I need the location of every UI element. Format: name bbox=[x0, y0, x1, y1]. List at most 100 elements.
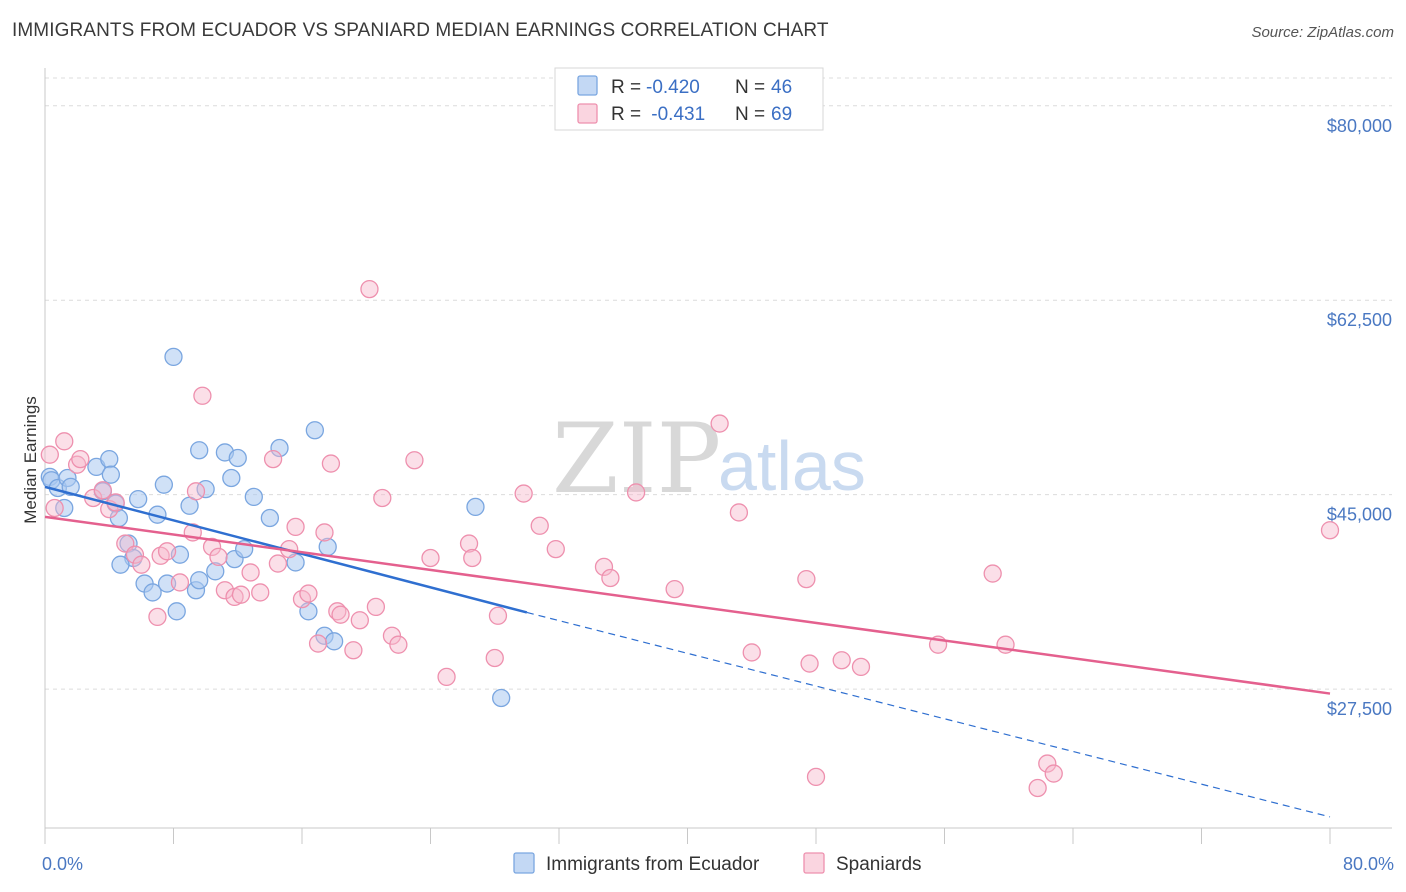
ecuador-point bbox=[466, 497, 485, 517]
spaniard-point bbox=[665, 579, 684, 599]
spaniard-point bbox=[125, 545, 145, 564]
spaniard-point bbox=[241, 563, 260, 582]
ecuador-point bbox=[61, 477, 80, 497]
ecuador-trend-extension bbox=[526, 611, 1331, 818]
legend-r-label-spaniard: R = bbox=[611, 104, 641, 125]
bottom-legend-label-ecuador: Immigrants from Ecuador bbox=[546, 854, 760, 875]
spaniard-point bbox=[344, 641, 363, 660]
spaniard-point bbox=[268, 554, 288, 573]
spaniard-point bbox=[251, 583, 270, 602]
spaniard-point bbox=[463, 548, 482, 568]
ecuador-point bbox=[492, 688, 511, 708]
legend-r-value-ecuador: -0.420 bbox=[646, 77, 700, 98]
spaniard-point bbox=[373, 488, 392, 508]
legend-swatch-spaniard bbox=[577, 103, 598, 124]
spaniard-point bbox=[45, 498, 64, 518]
watermark-atlas: atlas bbox=[718, 427, 866, 505]
ecuador-point bbox=[143, 583, 162, 602]
spaniard-point bbox=[40, 445, 59, 464]
spaniard-point bbox=[321, 454, 341, 473]
spaniard-point bbox=[797, 569, 816, 589]
spaniard-point bbox=[485, 648, 504, 668]
ecuador-point bbox=[100, 449, 119, 469]
spaniard-point bbox=[514, 484, 533, 503]
x-tick-label-min: 0.0% bbox=[42, 854, 83, 874]
series-ecuador-points bbox=[40, 347, 511, 708]
spaniard-point bbox=[1320, 521, 1340, 540]
spaniard-point bbox=[93, 481, 112, 500]
ecuador-point bbox=[190, 571, 209, 590]
spaniard-point bbox=[193, 386, 212, 405]
spaniard-point bbox=[148, 607, 167, 627]
ecuador-point bbox=[270, 438, 289, 458]
legend-n-label-ecuador: N = bbox=[735, 77, 765, 98]
spaniard-point bbox=[71, 449, 90, 469]
ecuador-point bbox=[228, 448, 247, 468]
y-tick-label: $80,000 bbox=[1327, 116, 1392, 136]
ecuador-point bbox=[260, 508, 280, 528]
spaniard-point bbox=[360, 279, 379, 299]
spaniard-point bbox=[1028, 778, 1047, 798]
series-spaniard-points bbox=[40, 279, 1340, 798]
watermark-zip: ZIP bbox=[552, 403, 721, 515]
spaniard-point bbox=[350, 611, 369, 630]
spaniard-trend-line bbox=[44, 515, 1331, 695]
ecuador-point bbox=[111, 555, 130, 574]
legend-n-label-spaniard: N = bbox=[735, 104, 765, 125]
spaniard-point bbox=[55, 432, 74, 451]
bottom-legend: Immigrants from Ecuador Spaniards bbox=[513, 852, 922, 875]
x-tick-labels: 0.0% 80.0% bbox=[42, 854, 1394, 874]
ecuador-point bbox=[244, 487, 263, 507]
legend-box: R = -0.420 N = 46 R = -0.431 N = 69 bbox=[554, 67, 824, 131]
spaniard-point bbox=[366, 597, 386, 617]
source-label: Source: ZipAtlas.com bbox=[1251, 24, 1394, 41]
spaniard-point bbox=[421, 548, 440, 568]
legend-r-value-spaniard: -0.431 bbox=[646, 104, 705, 125]
legend-r-label-ecuador: R = bbox=[611, 77, 641, 98]
spaniard-point bbox=[626, 483, 646, 502]
spaniard-point bbox=[157, 542, 177, 561]
spaniard-point bbox=[546, 539, 565, 559]
ecuador-point bbox=[222, 468, 241, 488]
ecuador-point bbox=[55, 498, 74, 518]
ecuador-point bbox=[154, 475, 174, 494]
ecuador-point bbox=[305, 421, 325, 440]
ecuador-point bbox=[167, 602, 186, 621]
ecuador-point bbox=[101, 465, 121, 484]
legend-n-value-spaniard: 69 bbox=[771, 104, 792, 125]
ecuador-point bbox=[206, 562, 225, 581]
ecuador-point bbox=[129, 489, 148, 509]
y-tick-labels: $27,500 $45,000 $62,500 $80,000 bbox=[1327, 116, 1392, 719]
y-tick-label: $45,000 bbox=[1327, 505, 1392, 525]
spaniard-point bbox=[67, 455, 87, 474]
spaniard-point bbox=[186, 482, 206, 501]
legend-n-value-ecuador: 46 bbox=[771, 77, 792, 98]
legend-swatch-ecuador bbox=[577, 75, 598, 96]
spaniard-point bbox=[459, 534, 479, 553]
ecuador-point bbox=[324, 632, 344, 651]
bottom-legend-swatch-spaniard bbox=[803, 852, 825, 874]
spaniard-point bbox=[1044, 764, 1063, 783]
spaniard-point bbox=[594, 557, 614, 577]
spaniard-point bbox=[710, 414, 729, 433]
spaniard-point bbox=[202, 537, 222, 557]
spaniard-point bbox=[437, 667, 456, 687]
spaniard-point bbox=[405, 451, 424, 470]
spaniard-point bbox=[832, 651, 851, 670]
bottom-legend-label-spaniard: Spaniards bbox=[836, 854, 922, 875]
spaniard-point bbox=[488, 606, 508, 625]
watermark: ZIP atlas bbox=[552, 403, 866, 515]
spaniard-point bbox=[328, 602, 347, 621]
spaniard-point bbox=[729, 503, 749, 522]
legend-frame bbox=[554, 67, 824, 131]
ecuador-point bbox=[190, 441, 209, 460]
spaniard-point bbox=[170, 573, 190, 592]
spaniard-point bbox=[315, 523, 334, 542]
chart-title: IMMIGRANTS FROM ECUADOR VS SPANIARD MEDI… bbox=[12, 20, 829, 41]
spaniard-point bbox=[299, 584, 318, 603]
spaniard-point bbox=[806, 767, 826, 787]
spaniard-point bbox=[209, 547, 228, 567]
y-axis-label: Median Earnings bbox=[21, 396, 40, 524]
spaniard-point bbox=[132, 555, 151, 574]
spaniard-point bbox=[263, 449, 283, 469]
